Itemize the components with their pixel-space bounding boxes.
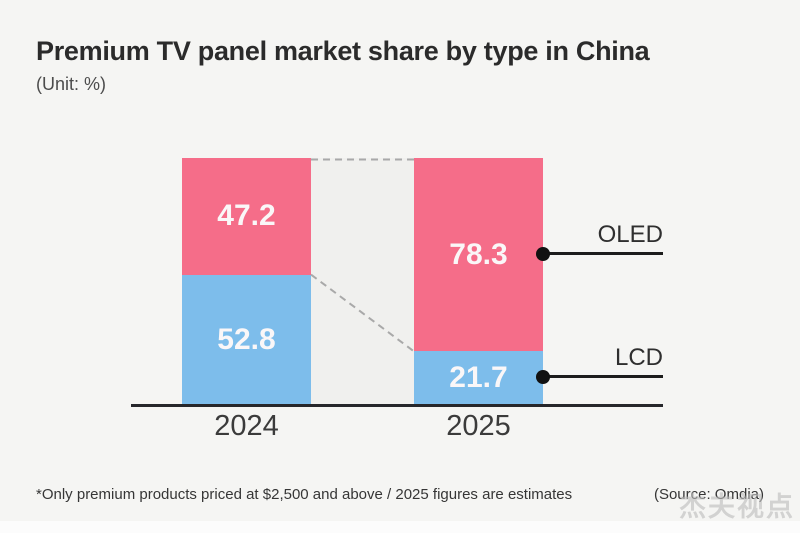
segment-oled-2024: 47.2: [182, 158, 311, 275]
bar-2024: 47.2 52.8: [182, 158, 311, 405]
lcd-label: LCD: [614, 344, 663, 371]
year-label-2024: 2024: [214, 410, 279, 442]
x-axis-line: [131, 404, 663, 407]
segment-lcd-2025: 21.7: [414, 351, 543, 405]
oled-label: OLED: [597, 221, 663, 248]
unit-label: (Unit: %): [36, 74, 107, 94]
lcd-callout-line: [543, 375, 663, 378]
source-label: (Source: Omdia): [653, 486, 764, 503]
oled-callout-line: [543, 252, 663, 255]
connector-diagonal-line: [310, 273, 415, 353]
lcd-callout-dot: [536, 370, 550, 384]
value-label-lcd-2025: 21.7: [449, 361, 508, 395]
value-label-oled-2025: 78.3: [449, 237, 508, 271]
bottom-strip: [0, 521, 800, 533]
projection-band: [310, 158, 415, 405]
footnote: *Only premium products priced at $2,500 …: [36, 486, 573, 503]
value-label-oled-2024: 47.2: [217, 199, 276, 233]
dashed-connector-lines: [310, 158, 415, 353]
bar-2025: 78.3 21.7: [414, 158, 543, 405]
footer: *Only premium products priced at $2,500 …: [36, 486, 764, 503]
segment-lcd-2024: 52.8: [182, 274, 311, 405]
year-label-2025: 2025: [446, 410, 511, 442]
page-title: Premium TV panel market share by type in…: [36, 36, 650, 66]
value-label-lcd-2024: 52.8: [217, 322, 276, 356]
watermark: 杰夫视点: [679, 492, 795, 523]
segment-oled-2025: 78.3: [414, 158, 543, 352]
oled-callout-dot: [536, 247, 550, 261]
